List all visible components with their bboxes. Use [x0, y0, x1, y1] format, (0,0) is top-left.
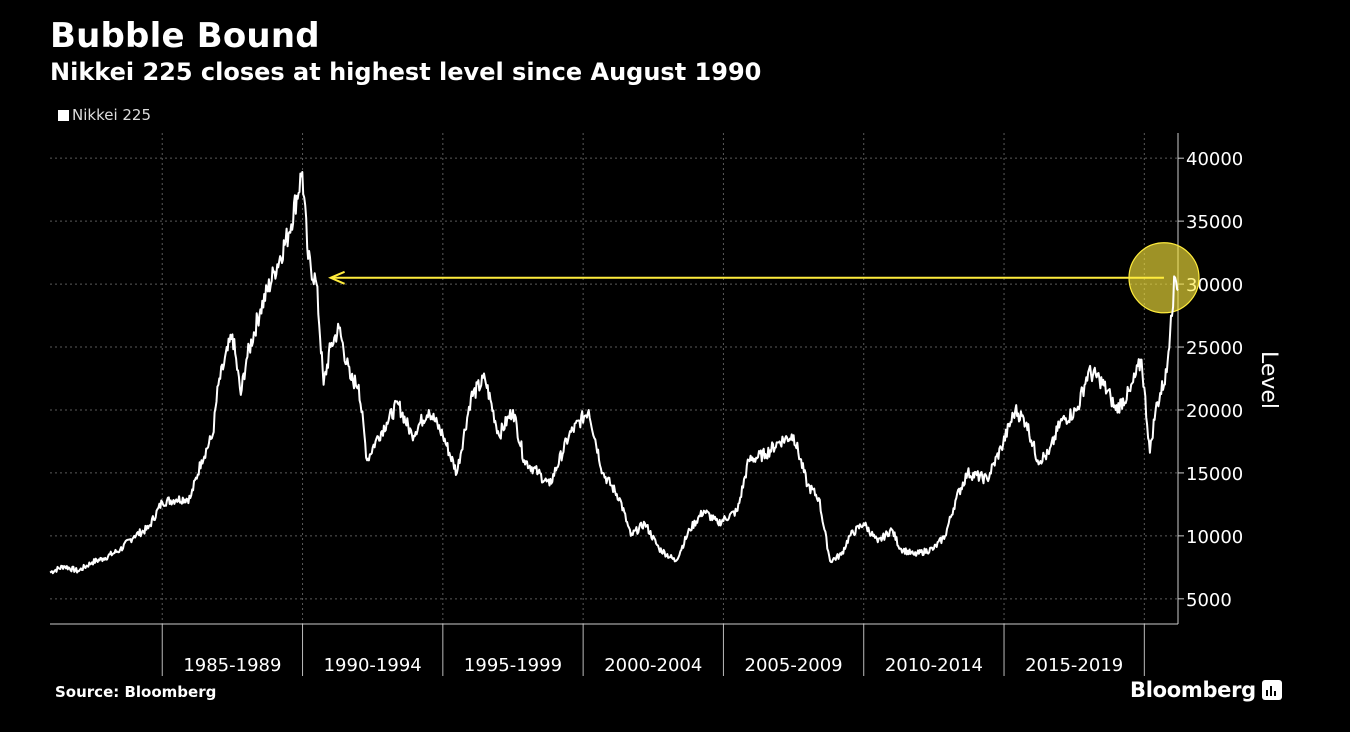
y-tick-label: 35000 [1186, 212, 1243, 233]
brand-logo: Bloomberg [1130, 678, 1282, 702]
chart-title: Bubble Bound [50, 16, 320, 56]
y-tick-label: 5000 [1186, 590, 1232, 611]
y-tick-label: 10000 [1186, 527, 1243, 548]
brand-name: Bloomberg [1130, 678, 1256, 702]
series-line-nikkei-225 [49, 171, 1179, 575]
legend-swatch [58, 109, 69, 121]
x-tick-label: 2000-2004 [604, 655, 702, 676]
y-tick-label: 40000 [1186, 149, 1243, 170]
x-tick-label: 2015-2019 [1025, 655, 1123, 676]
x-tick-label: 2005-2009 [745, 655, 843, 676]
source-note: Source: Bloomberg [55, 683, 217, 701]
x-tick-label: 1990-1994 [324, 655, 422, 676]
legend-label: Nikkei 225 [72, 106, 152, 124]
x-tick-label: 2010-2014 [885, 655, 983, 676]
terminal-icon [1261, 680, 1282, 700]
y-tick-label: 20000 [1186, 401, 1243, 422]
legend: Nikkei 225 [58, 106, 151, 124]
chart-subtitle: Nikkei 225 closes at highest level since… [50, 58, 762, 86]
y-tick-label: 30000 [1186, 275, 1243, 296]
y-tick-label: 15000 [1186, 464, 1243, 485]
y-axis-label: Level [1256, 351, 1281, 409]
y-tick-label: 25000 [1186, 338, 1243, 359]
arrow-head [328, 270, 345, 285]
x-tick-label: 1985-1989 [183, 655, 281, 676]
x-tick-label: 1995-1999 [464, 655, 562, 676]
